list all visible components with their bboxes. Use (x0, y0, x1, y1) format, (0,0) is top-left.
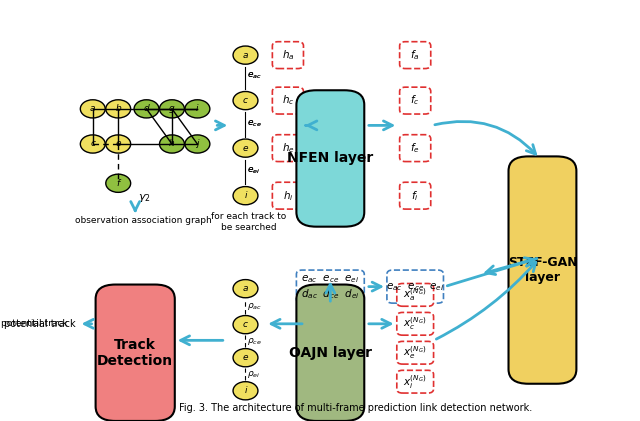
Text: j: j (196, 139, 198, 149)
FancyBboxPatch shape (273, 182, 303, 209)
Text: e: e (115, 139, 121, 149)
FancyBboxPatch shape (509, 156, 577, 384)
FancyBboxPatch shape (296, 285, 364, 421)
Text: d: d (143, 104, 149, 113)
Circle shape (185, 100, 210, 118)
Text: b: b (115, 104, 121, 113)
FancyBboxPatch shape (397, 283, 433, 306)
Text: e: e (243, 353, 248, 362)
Text: a: a (243, 51, 248, 60)
Text: $h_i$: $h_i$ (283, 189, 293, 203)
Text: potential track: potential track (4, 319, 76, 329)
Text: $h_c$: $h_c$ (282, 94, 294, 107)
Text: $d_{ac}$  $d_{ce}$  $d_{ei}$: $d_{ac}$ $d_{ce}$ $d_{ei}$ (301, 287, 360, 301)
Text: $e_{ce}$: $e_{ce}$ (247, 118, 262, 128)
Text: h: h (169, 139, 175, 149)
Text: $\rho_{ce}$: $\rho_{ce}$ (247, 336, 262, 346)
Circle shape (134, 100, 159, 118)
Text: Track
Detection: Track Detection (97, 338, 173, 368)
Text: potential track: potential track (1, 319, 67, 328)
FancyBboxPatch shape (296, 90, 364, 226)
Text: $x_a^{(N_G)}$: $x_a^{(N_G)}$ (403, 286, 427, 303)
Text: i: i (244, 386, 247, 395)
FancyBboxPatch shape (399, 182, 431, 209)
Text: f: f (116, 179, 120, 188)
Text: $e_{ei}$: $e_{ei}$ (246, 165, 260, 176)
Text: for each track to
be searched: for each track to be searched (211, 212, 286, 232)
Text: a: a (90, 104, 95, 113)
Text: $f_a$: $f_a$ (410, 48, 420, 62)
FancyBboxPatch shape (273, 42, 303, 69)
Text: $f_i$: $f_i$ (412, 189, 419, 203)
Circle shape (81, 135, 105, 153)
Text: i: i (196, 104, 198, 113)
Circle shape (233, 187, 258, 205)
FancyBboxPatch shape (399, 135, 431, 162)
Circle shape (233, 139, 258, 157)
Text: $x_e^{(N_G)}$: $x_e^{(N_G)}$ (403, 344, 427, 361)
Circle shape (185, 135, 210, 153)
Text: a: a (243, 284, 248, 293)
Text: STEF-GAN
layer: STEF-GAN layer (508, 256, 577, 284)
Text: Fig. 3. The architecture of multi-frame prediction link detection network.: Fig. 3. The architecture of multi-frame … (179, 402, 532, 413)
Text: c: c (243, 320, 248, 329)
FancyBboxPatch shape (387, 270, 444, 303)
Text: OAJN layer: OAJN layer (289, 346, 372, 360)
FancyBboxPatch shape (399, 42, 431, 69)
Text: $h_a$: $h_a$ (282, 48, 294, 62)
Text: g: g (169, 104, 175, 113)
Text: $f_c$: $f_c$ (410, 94, 420, 107)
FancyBboxPatch shape (399, 87, 431, 114)
Circle shape (233, 316, 258, 334)
Text: $e_{ce}$: $e_{ce}$ (246, 118, 261, 128)
Circle shape (233, 46, 258, 64)
Text: $\rho_{ei}$: $\rho_{ei}$ (247, 369, 260, 380)
Text: $\rho_{ac}$: $\rho_{ac}$ (247, 301, 262, 312)
FancyBboxPatch shape (273, 87, 303, 114)
FancyBboxPatch shape (273, 135, 303, 162)
Circle shape (159, 100, 184, 118)
Text: c: c (243, 96, 248, 105)
Circle shape (81, 100, 105, 118)
Text: observation association graph: observation association graph (76, 216, 212, 225)
FancyBboxPatch shape (397, 312, 433, 335)
Circle shape (106, 100, 131, 118)
Text: i: i (244, 191, 247, 200)
Text: $x_i^{(N_G)}$: $x_i^{(N_G)}$ (403, 373, 427, 391)
Text: $x_c^{(N_G)}$: $x_c^{(N_G)}$ (403, 315, 427, 332)
Text: $e_{ac}$: $e_{ac}$ (246, 71, 262, 81)
Circle shape (159, 135, 184, 153)
Text: $e_{ei}$: $e_{ei}$ (247, 165, 260, 176)
FancyBboxPatch shape (397, 370, 433, 393)
Circle shape (233, 280, 258, 298)
Circle shape (233, 91, 258, 110)
Text: $e_{ac}$: $e_{ac}$ (247, 71, 262, 81)
FancyBboxPatch shape (296, 270, 364, 303)
Text: $e_{ac}$  $e_{ce}$  $e_{ei}$: $e_{ac}$ $e_{ce}$ $e_{ei}$ (301, 273, 360, 285)
Text: c: c (90, 139, 95, 149)
Circle shape (106, 174, 131, 192)
Text: e: e (243, 144, 248, 153)
Text: $f_e$: $f_e$ (410, 141, 420, 155)
FancyBboxPatch shape (95, 285, 175, 421)
Circle shape (233, 382, 258, 400)
Circle shape (233, 349, 258, 367)
Text: $\gamma_2$: $\gamma_2$ (138, 192, 151, 204)
Text: NFEN layer: NFEN layer (287, 152, 374, 165)
Text: $h_e$: $h_e$ (282, 141, 294, 155)
Circle shape (106, 135, 131, 153)
Text: $e_{ac}$  $e_{ce}$  $e_{ei}$: $e_{ac}$ $e_{ce}$ $e_{ei}$ (386, 281, 444, 293)
FancyBboxPatch shape (397, 341, 433, 364)
